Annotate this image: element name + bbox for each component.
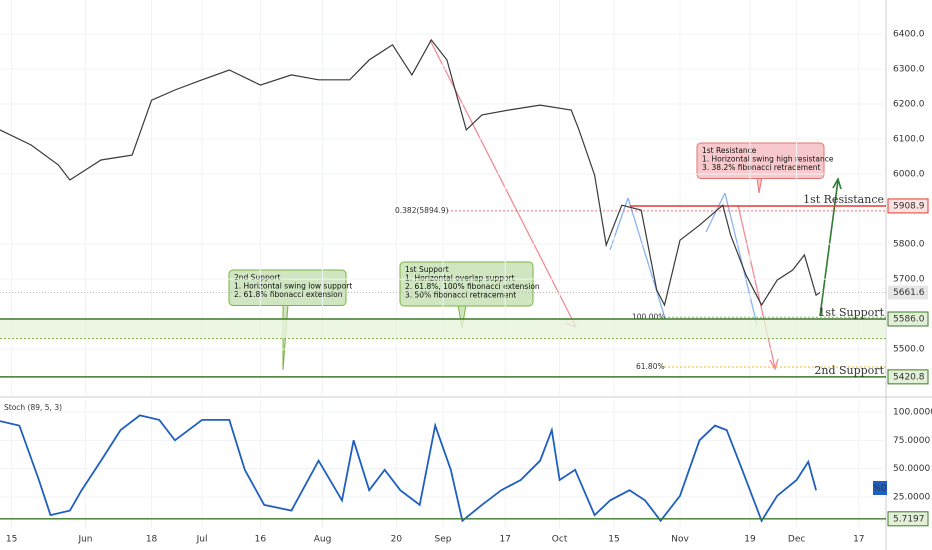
y-tick-label: 6300.0 (893, 64, 925, 74)
x-tick-label: 19 (744, 535, 756, 545)
legend-badge-label: %D (873, 484, 887, 493)
arrow-head (769, 358, 779, 371)
y-tick-label: 5800.0 (893, 240, 925, 250)
y-tick-label: 6100.0 (893, 135, 925, 145)
callout-text: 2nd Support (234, 273, 280, 282)
x-tick-label: Oct (552, 535, 568, 545)
arrow (819, 179, 839, 317)
fib-label: 100.00% (632, 312, 665, 321)
support-zone (0, 319, 886, 339)
callout-text: 1st Resistance (702, 146, 757, 155)
price-badge (887, 511, 929, 527)
callout-text: 1. Horizontal swing low support (234, 282, 352, 291)
arrow (737, 204, 776, 369)
callout-box (696, 142, 825, 179)
x-tick-label: Aug (314, 535, 332, 545)
arrow (705, 192, 726, 233)
y-tick-label: 100.0000 (893, 408, 932, 418)
x-tick-label: 17 (499, 535, 510, 545)
callout-text: 1. Horizontal swing high resistance (702, 155, 834, 164)
series-line (0, 414, 817, 523)
x-tick-label: 18 (146, 535, 158, 545)
callout-box (399, 261, 534, 307)
y-tick-label: 75.0000 (893, 436, 930, 446)
x-tick-label: 15 (6, 535, 17, 545)
y-tick-label: 5500.0 (893, 345, 925, 355)
arrow (609, 197, 629, 251)
arrow-head (832, 176, 842, 190)
x-tick-label: Jun (77, 535, 92, 545)
x-tick-label: Jul (196, 535, 208, 545)
series-line (0, 38, 821, 307)
callout-tail (756, 177, 763, 194)
callout-text: 3. 50% fibonacci retracement (405, 291, 516, 300)
callout-text: 2. 61.8%, 100% fibonacci extension (405, 282, 540, 291)
callout-text: 1. Horizontal overlap support (405, 274, 515, 283)
callout-text: 1st Support (405, 265, 449, 274)
price-badge-label: 5661.6 (893, 288, 925, 298)
legend-badge (873, 481, 887, 495)
callout-text: 3. 38.2% fibonacci retracement (702, 163, 820, 172)
price-badge-label: 5420.8 (893, 372, 925, 382)
x-tick-label: 16 (255, 535, 267, 545)
x-tick-label: Dec (788, 535, 805, 545)
x-tick-label: 17 (853, 535, 864, 545)
y-tick-label: 50.0000 (893, 464, 930, 474)
y-tick-label: 6400.0 (893, 29, 925, 39)
indicator-title: Stoch (89, 5, 3) (4, 403, 62, 412)
x-tick-label: 20 (391, 535, 403, 545)
y-tick-label: 5700.0 (893, 275, 925, 285)
price-badge-label: 5908.9 (893, 201, 925, 211)
x-tick-label: Sep (435, 535, 452, 545)
y-tick-label: 25.0000 (893, 492, 930, 502)
level-label: 1st Resistance (803, 193, 884, 206)
level-label: 2nd Support (814, 364, 884, 377)
arrow (627, 197, 666, 319)
price-badge (887, 198, 929, 214)
price-badge (887, 369, 929, 385)
fib-label: 61.80% (636, 362, 665, 371)
price-badge-label: 5.7197 (893, 514, 925, 524)
y-tick-label: 6000.0 (893, 170, 925, 180)
x-tick-label: 15 (608, 535, 619, 545)
x-tick-label: Nov (671, 535, 689, 545)
level-label: 1st Support (818, 306, 884, 319)
price-badge (888, 285, 928, 300)
price-badge-label: 5586.0 (893, 315, 925, 325)
arrow (724, 192, 758, 326)
price-badge (887, 311, 929, 327)
fib-label: 0.382(5894.9) (395, 206, 449, 215)
y-tick-label: 6200.0 (893, 100, 925, 110)
callout-text: 2. 61.8% fibonacci extension (234, 290, 343, 299)
